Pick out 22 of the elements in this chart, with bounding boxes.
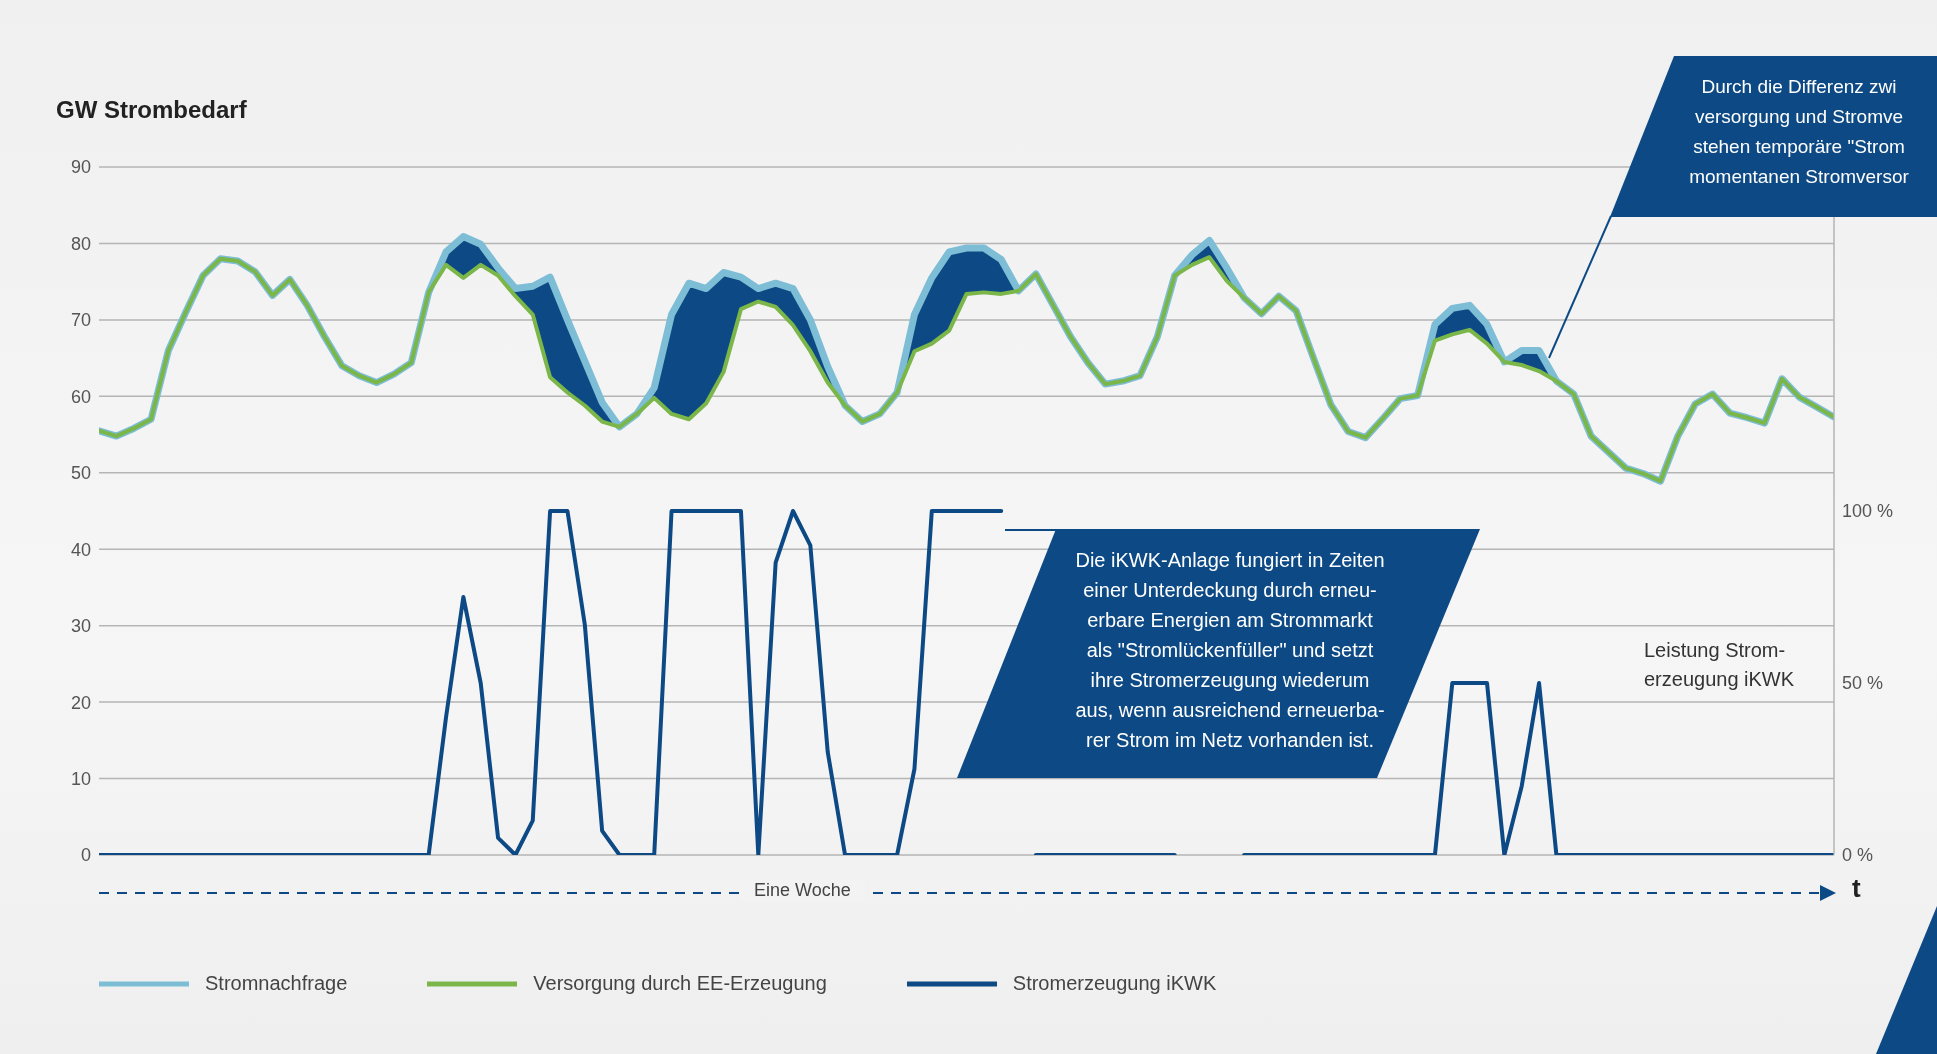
y-axis-title: GW Strombedarf [56,96,247,124]
y-tick-label: 80 [70,233,91,254]
y-tick-label: 60 [70,386,91,407]
y2-axis-title: Leistung Strom- erzeugung iKWK [1644,638,1795,692]
y2-tick-label: 0 % [1842,845,1874,866]
y-tick-label: 20 [70,692,91,713]
y-tick-label: 40 [70,539,91,560]
y2-tick-label: 100 % [1842,501,1894,522]
text: t [1852,873,1861,904]
legend-label: Versorgung durch EE-Erzeugung [533,972,827,995]
annotation: Die iKWK-Anlage fungiert in Zeiten einer Unterdeckung durch erneu- erbare Energien am Strommarkt als "Stromlückenfüller" und setzt ihre Stromerzeugung wiederum aus, wenn ausreichend erneuerba- rer Strom im Netz vorhanden ist. [1074,548,1386,753]
y-tick-label: 0 [80,845,91,866]
y-tick-label: 70 [70,310,91,331]
y-tick-label: 30 [70,616,91,637]
y-tick-label: 90 [70,157,91,178]
legend-label: Stromnachfrage [205,972,348,995]
x-axis-title: Eine Woche [740,880,865,901]
y-tick-label: 50 [70,463,91,484]
y-tick-label: 10 [70,768,91,789]
y2-tick-label: 50 % [1842,673,1884,694]
annotation: Durch die Differenz zwi versorgung und Stromve stehen temporäre "Strom momentanen Stromversor [1688,75,1910,189]
legend-label: Stromerzeugung iKWK [1012,972,1217,995]
